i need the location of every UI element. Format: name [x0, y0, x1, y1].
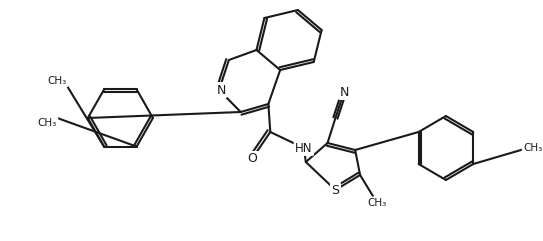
Text: CH₃: CH₃ [523, 143, 542, 153]
Text: CH₃: CH₃ [48, 76, 67, 86]
Text: CH₃: CH₃ [37, 118, 57, 128]
Text: O: O [248, 153, 257, 166]
Text: CH₃: CH₃ [367, 198, 387, 208]
Text: S: S [331, 183, 339, 196]
Text: N: N [216, 83, 226, 96]
Text: N: N [339, 86, 349, 99]
Text: HN: HN [295, 141, 313, 154]
